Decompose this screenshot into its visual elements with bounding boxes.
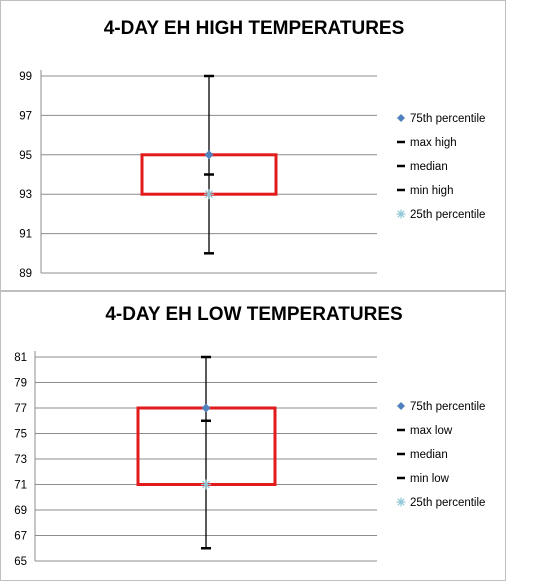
legend-label: min high [410, 185, 453, 197]
legend-label: 25th percentile [410, 209, 485, 221]
low-temperatures-chart: 4-DAY EH LOW TEMPERATURES 65 67 69 71 73 75 77… [0, 291, 506, 581]
y-tick-label: 77 [14, 403, 27, 415]
y-tick-label: 93 [19, 189, 32, 201]
legend-label: median [410, 161, 448, 173]
legend-label: 75th percentile [410, 113, 485, 125]
legend-label: 25th percentile [410, 497, 485, 509]
y-tick-label: 99 [19, 71, 32, 83]
legend-marker [396, 209, 406, 219]
y-tick-label: 79 [14, 378, 27, 390]
legend-label: 75th percentile [410, 401, 485, 413]
legend-label: median [410, 449, 448, 461]
chart-title: 4-DAY EH LOW TEMPERATURES [105, 304, 402, 325]
y-tick-label: 97 [19, 110, 32, 122]
y-tick-label: 91 [19, 229, 32, 241]
legend-label: min low [410, 473, 450, 485]
chart-title: 4-DAY EH HIGH TEMPERATURES [104, 18, 405, 39]
p25-marker [201, 479, 211, 490]
y-tick-label: 69 [14, 505, 27, 517]
legend-marker [397, 114, 405, 122]
y-tick-label: 81 [14, 352, 27, 364]
legend-label: max high [410, 137, 457, 149]
y-tick-label: 95 [19, 150, 32, 162]
y-tick-label: 73 [14, 454, 27, 466]
y-tick-label: 71 [14, 480, 27, 492]
y-tick-label: 75 [14, 429, 27, 441]
legend-label: max low [410, 425, 453, 437]
p75-marker [201, 403, 211, 413]
legend-marker [397, 402, 405, 410]
high-temperatures-plot: 4-DAY EH HIGH TEMPERATURES 89 91 93 95 97 99 7… [19, 18, 485, 280]
y-tick-label: 89 [19, 268, 32, 280]
y-tick-label: 67 [14, 531, 27, 543]
y-tick-label: 65 [14, 556, 27, 568]
legend-marker [396, 497, 406, 507]
p25-marker [204, 189, 214, 200]
high-temperatures-chart: 4-DAY EH HIGH TEMPERATURES 89 91 93 95 97 99 7… [0, 0, 506, 291]
low-temperatures-plot: 4-DAY EH LOW TEMPERATURES 65 67 69 71 73 75 77… [14, 304, 485, 568]
p75-marker [204, 150, 214, 160]
